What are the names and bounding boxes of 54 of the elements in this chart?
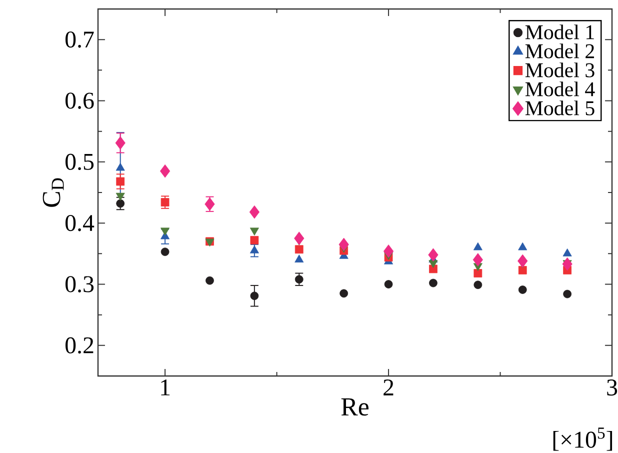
y-tick-label: 0.6 (66, 92, 94, 109)
point (115, 136, 126, 150)
y-tick-label: 0.5 (66, 154, 94, 170)
point (116, 199, 125, 208)
x-tick-label: 2 (384, 380, 394, 396)
legend-label: Model 5 (525, 100, 594, 116)
point (294, 275, 304, 284)
point (250, 292, 259, 300)
point (472, 253, 483, 266)
legend-label: Model 4 (525, 82, 595, 96)
point (562, 248, 572, 256)
point (428, 248, 438, 262)
x-tick-label: 1 (161, 380, 170, 396)
point (294, 232, 304, 246)
point (160, 164, 170, 178)
y-tick-label: 0.2 (66, 337, 94, 354)
point (474, 280, 482, 290)
point (429, 278, 438, 288)
point (116, 177, 125, 186)
y-tick-label: 0.4 (66, 214, 94, 232)
point (116, 192, 125, 201)
point (384, 280, 393, 288)
point (518, 266, 527, 274)
point (563, 290, 572, 298)
point (340, 289, 348, 298)
point (294, 254, 304, 262)
point (562, 257, 572, 271)
y-axis-title: C$_{D}$ (42, 178, 64, 207)
x-tick-label: 3 (607, 380, 618, 396)
point (160, 198, 170, 206)
point (428, 260, 438, 268)
y-tick-label: 0.3 (66, 276, 94, 292)
text: [×10$^{5}$] (553, 428, 612, 451)
point (474, 269, 482, 278)
point (338, 238, 349, 252)
y-tick-label: 0.7 (66, 31, 94, 48)
legend-label: Model 2 (525, 44, 594, 58)
point (250, 228, 259, 236)
point (250, 245, 259, 254)
point (206, 276, 214, 285)
point (294, 245, 304, 254)
legend-label: Model 3 (525, 62, 594, 78)
point (249, 205, 260, 219)
point (518, 242, 528, 250)
point (383, 244, 394, 258)
point (250, 236, 259, 244)
legend-label: Model 1 (525, 24, 594, 40)
point (160, 248, 170, 256)
point (518, 254, 528, 268)
point (160, 228, 170, 236)
point (518, 286, 527, 294)
point (116, 162, 125, 171)
x-axis-title: Re (341, 398, 368, 416)
point (473, 242, 482, 250)
